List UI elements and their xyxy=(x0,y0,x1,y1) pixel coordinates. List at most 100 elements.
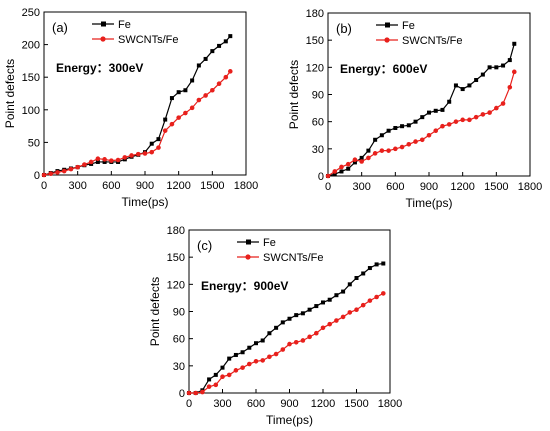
legend-label: Fe xyxy=(118,19,131,31)
data-point-fe xyxy=(334,293,339,298)
data-point-swcnts-fe xyxy=(467,117,472,123)
y-tick-label: 180 xyxy=(306,8,324,20)
data-point-swcnts-fe xyxy=(339,164,344,170)
data-point-fe xyxy=(367,266,372,271)
data-point-swcnts-fe xyxy=(372,151,378,156)
data-point-swcnts-fe xyxy=(186,390,192,396)
energy-annotation: Energy：600eV xyxy=(340,62,427,76)
data-point-fe xyxy=(386,128,391,133)
y-tick-label: 30 xyxy=(312,144,324,156)
x-tick-label: 300 xyxy=(68,180,86,192)
y-tick-label: 60 xyxy=(312,117,324,129)
data-point-swcnts-fe xyxy=(240,365,245,370)
data-point-fe xyxy=(440,107,445,112)
data-point-swcnts-fe xyxy=(142,151,148,156)
data-point-swcnts-fe xyxy=(220,374,225,380)
data-point-swcnts-fe xyxy=(115,157,121,163)
data-point-swcnts-fe xyxy=(287,341,292,347)
data-point-swcnts-fe xyxy=(367,298,373,303)
data-point-fe xyxy=(223,39,228,44)
data-point-swcnts-fe xyxy=(440,123,445,129)
data-point-fe xyxy=(361,271,366,276)
data-point-fe xyxy=(203,56,208,61)
chart-panel-1: 0 300 600 900 1200 1500 1800 0 30 60 90 120 150 180 Ti… xyxy=(287,8,542,210)
data-point-swcnts-fe xyxy=(102,157,107,162)
y-tick-label: 150 xyxy=(167,252,185,264)
x-tick-label: 600 xyxy=(102,180,120,192)
data-point-fe xyxy=(327,297,332,302)
data-point-swcnts-fe xyxy=(406,142,412,147)
y-tick-label: 150 xyxy=(306,35,324,47)
data-point-swcnts-fe xyxy=(196,97,202,103)
data-point-swcnts-fe xyxy=(393,146,398,152)
legend-label: Fe xyxy=(402,20,415,32)
data-point-fe xyxy=(352,160,357,165)
series-line-swcnts-fe xyxy=(43,70,231,176)
data-point-fe xyxy=(374,262,379,267)
data-point-swcnts-fe xyxy=(176,115,181,120)
y-tick-label: 150 xyxy=(22,72,40,84)
data-point-fe xyxy=(267,331,272,336)
data-point-fe xyxy=(447,99,452,104)
x-tick-label: 600 xyxy=(386,181,404,193)
y-tick-label: 0 xyxy=(318,171,324,183)
data-point-fe xyxy=(346,166,351,171)
data-point-fe xyxy=(210,49,215,54)
x-tick-label: 1800 xyxy=(518,181,542,193)
data-point-fe xyxy=(406,123,411,128)
data-point-fe xyxy=(366,148,371,153)
x-tick-label: 1200 xyxy=(311,398,335,410)
data-point-fe xyxy=(227,356,232,361)
data-point-swcnts-fe xyxy=(332,169,338,174)
y-tick-label: 100 xyxy=(22,105,40,117)
legend-label: SWCNTs/Fe xyxy=(263,252,324,264)
x-tick-label: 600 xyxy=(247,398,265,410)
x-tick-label: 900 xyxy=(280,398,298,410)
data-point-swcnts-fe xyxy=(82,162,87,167)
data-point-swcnts-fe xyxy=(206,384,212,389)
data-point-swcnts-fe xyxy=(453,119,459,124)
legend-label: SWCNTs/Fe xyxy=(118,34,179,46)
data-point-swcnts-fe xyxy=(511,69,517,75)
data-point-swcnts-fe xyxy=(247,361,252,367)
data-point-fe xyxy=(467,83,472,88)
data-point-fe xyxy=(314,304,319,309)
data-point-swcnts-fe xyxy=(41,172,47,178)
data-point-swcnts-fe xyxy=(293,339,299,345)
legend-marker xyxy=(246,239,251,245)
x-axis-title: Time(ps) xyxy=(122,195,169,209)
data-point-swcnts-fe xyxy=(386,148,391,153)
x-tick-label: 900 xyxy=(136,180,154,192)
data-point-fe xyxy=(156,137,161,142)
data-point-fe xyxy=(207,377,212,382)
data-point-swcnts-fe xyxy=(327,321,333,327)
data-point-fe xyxy=(287,316,292,321)
y-tick-label: 60 xyxy=(173,334,185,346)
data-point-fe xyxy=(501,63,506,68)
data-point-fe xyxy=(247,345,252,350)
data-point-fe xyxy=(341,289,346,294)
y-axis-title: Point defects xyxy=(287,60,301,129)
data-point-swcnts-fe xyxy=(374,294,379,300)
x-tick-label: 1200 xyxy=(450,181,474,193)
data-point-swcnts-fe xyxy=(48,171,54,176)
data-point-swcnts-fe xyxy=(129,153,134,158)
y-axis-title: Point defects xyxy=(148,277,162,346)
y-tick-label: 120 xyxy=(306,62,324,74)
x-tick-label: 1800 xyxy=(234,180,258,192)
data-point-swcnts-fe xyxy=(307,334,312,340)
data-point-swcnts-fe xyxy=(366,155,371,161)
data-point-fe xyxy=(217,43,222,48)
y-tick-label: 0 xyxy=(34,170,40,182)
data-point-swcnts-fe xyxy=(413,139,418,144)
data-point-fe xyxy=(176,90,181,95)
panel-label: (b) xyxy=(336,21,352,36)
data-point-fe xyxy=(260,338,265,343)
data-point-swcnts-fe xyxy=(260,358,266,363)
data-point-swcnts-fe xyxy=(446,122,452,127)
x-axis-title: Time(ps) xyxy=(406,196,453,210)
data-point-fe xyxy=(347,282,352,287)
x-tick-label: 900 xyxy=(420,181,438,193)
data-point-swcnts-fe xyxy=(109,158,114,163)
energy-annotation: Energy：900eV xyxy=(201,279,288,293)
